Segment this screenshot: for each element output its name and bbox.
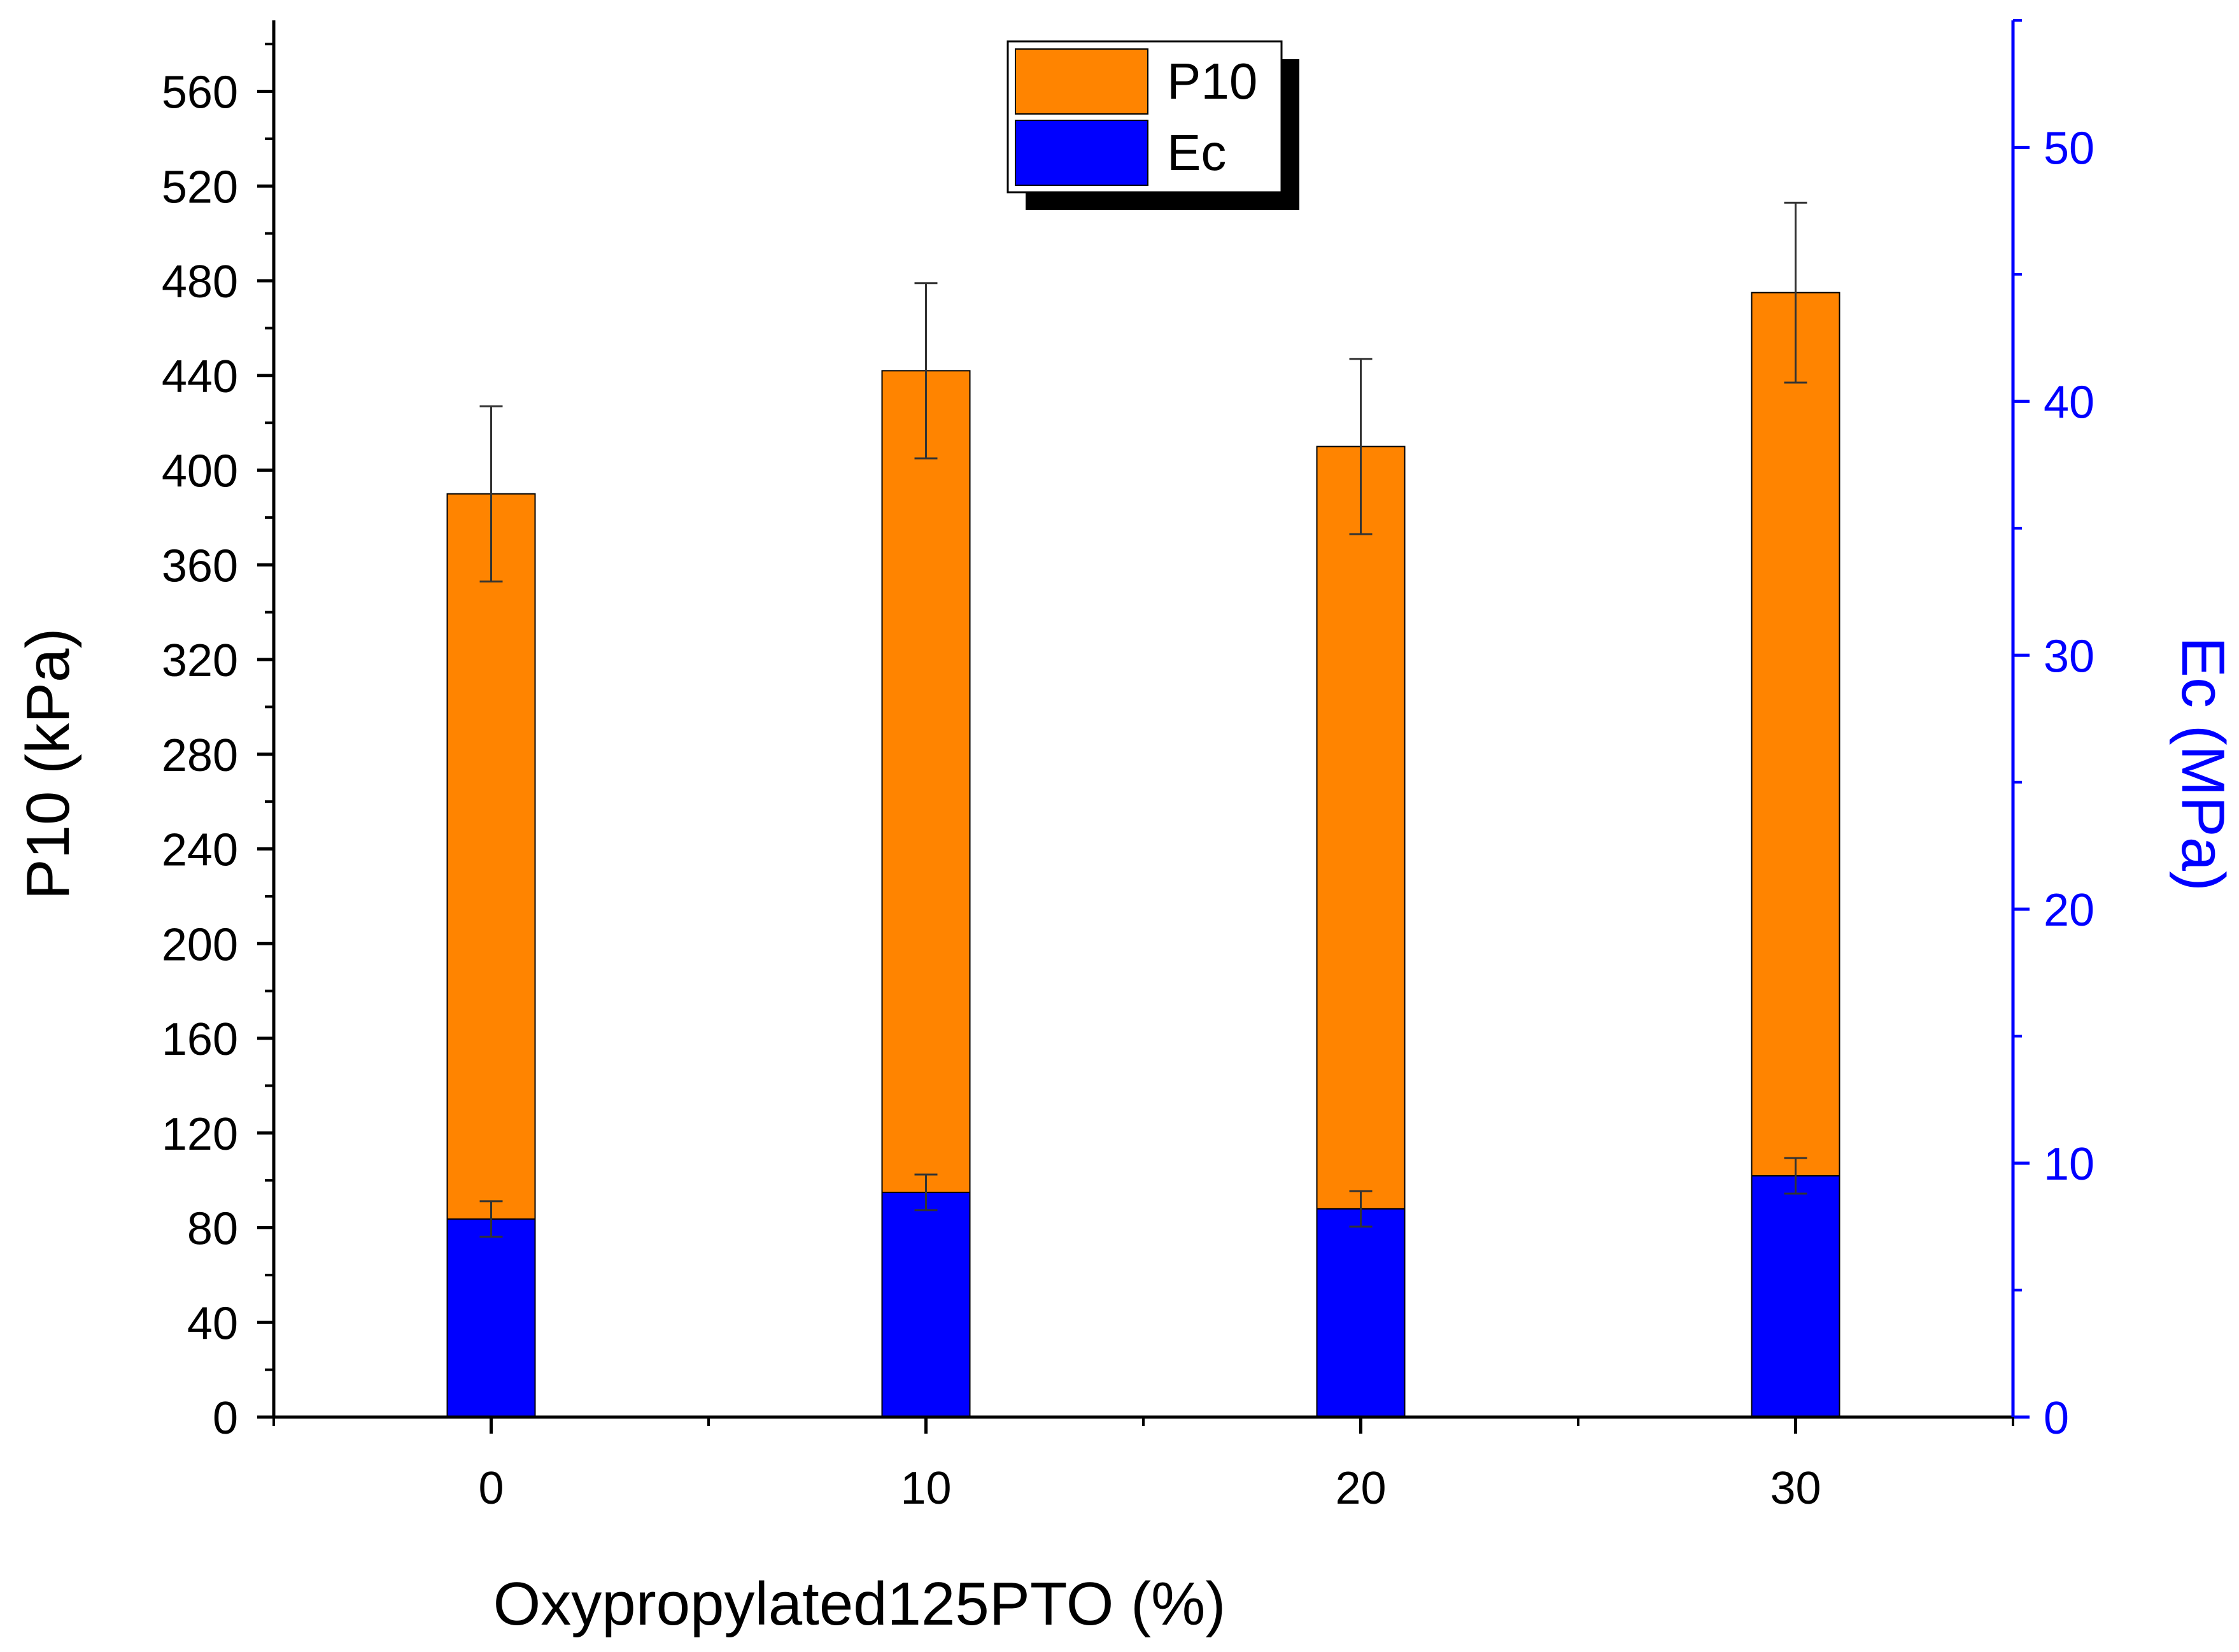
y-right-tick-label-40: 40: [2044, 377, 2094, 428]
y-left-tick-label-520: 520: [162, 162, 238, 213]
error-bars-layer: [479, 201, 1807, 1238]
legend: P10 Ec: [1006, 40, 1299, 210]
y-axis-right-title: Ec (MPa): [2169, 637, 2237, 891]
ticks-layer: 0408012016020024028032036040044048052056…: [162, 19, 2094, 1514]
y-left-tick-label-0: 0: [213, 1393, 238, 1444]
bar-ec-10: [881, 1191, 971, 1418]
y-left-tick-label-320: 320: [162, 635, 238, 686]
y-left-tick-label-280: 280: [162, 730, 238, 781]
y-right-tick-label-0: 0: [2044, 1393, 2069, 1444]
legend-label-p10: P10: [1167, 53, 1257, 109]
bars-layer: [446, 292, 1840, 1418]
bar-ec-20: [1316, 1208, 1406, 1418]
bar-ec-0: [446, 1218, 536, 1418]
y-left-tick-label-160: 160: [162, 1014, 238, 1065]
legend-swatch-p10: [1015, 48, 1148, 115]
legend-swatch-ec: [1015, 120, 1148, 186]
y-left-tick-label-80: 80: [187, 1204, 238, 1255]
y-axis-left-title: P10 (kPa): [14, 628, 82, 900]
y-left-tick-label-240: 240: [162, 825, 238, 876]
y-right-tick-label-50: 50: [2044, 123, 2094, 174]
y-right-tick-label-20: 20: [2044, 885, 2094, 936]
y-left-tick-label-360: 360: [162, 540, 238, 591]
y-left-tick-label-40: 40: [187, 1298, 238, 1349]
x-tick-label-10: 10: [900, 1463, 951, 1514]
y-left-tick-label-440: 440: [162, 351, 238, 402]
y-left-tick-label-120: 120: [162, 1109, 238, 1160]
x-tick-label-30: 30: [1770, 1463, 1821, 1514]
x-tick-label-20: 20: [1335, 1463, 1386, 1514]
x-axis-title: Oxypropylated125PTO (%): [493, 1570, 1226, 1638]
y-left-tick-label-200: 200: [162, 919, 238, 970]
x-tick-label-0: 0: [478, 1463, 504, 1514]
y-left-tick-label-400: 400: [162, 446, 238, 497]
y-left-tick-label-560: 560: [162, 67, 238, 118]
y-right-tick-label-30: 30: [2044, 631, 2094, 682]
y-right-tick-label-10: 10: [2044, 1139, 2094, 1190]
legend-label-ec: Ec: [1167, 124, 1226, 181]
bar-ec-30: [1751, 1175, 1840, 1418]
y-left-tick-label-480: 480: [162, 257, 238, 307]
